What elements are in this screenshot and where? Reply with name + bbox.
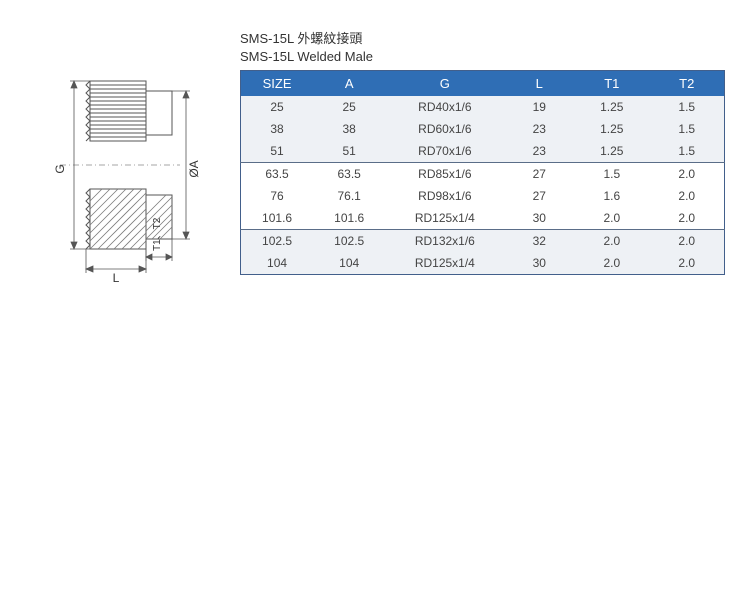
table-cell: 1.25 xyxy=(574,118,649,140)
spec-table-element: SIZE A G L T1 T2 2525RD40x1/6191.251.538… xyxy=(240,70,725,275)
table-cell: RD85x1/6 xyxy=(385,163,504,186)
table-cell: 76.1 xyxy=(313,185,385,207)
table-cell: 51 xyxy=(241,140,314,163)
table-row: 5151RD70x1/6231.251.5 xyxy=(241,140,725,163)
col-header-g: G xyxy=(385,71,504,97)
table-cell: 2.0 xyxy=(650,163,725,186)
title-line-2: SMS-15L Welded Male xyxy=(240,48,373,66)
table-cell: 104 xyxy=(313,252,385,275)
table-cell: 27 xyxy=(504,163,574,186)
table-cell: 63.5 xyxy=(241,163,314,186)
table-cell: RD98x1/6 xyxy=(385,185,504,207)
table-cell: 102.5 xyxy=(241,230,314,253)
table-cell: 23 xyxy=(504,118,574,140)
table-row: 104104RD125x1/4302.02.0 xyxy=(241,252,725,275)
dim-label-t1t2: T1、T2 xyxy=(152,217,163,251)
table-cell: 104 xyxy=(241,252,314,275)
table-cell: 38 xyxy=(313,118,385,140)
table-cell: RD60x1/6 xyxy=(385,118,504,140)
table-row: 3838RD60x1/6231.251.5 xyxy=(241,118,725,140)
table-row: 101.6101.6RD125x1/4302.02.0 xyxy=(241,207,725,230)
table-cell: 25 xyxy=(241,96,314,118)
table-cell: 2.0 xyxy=(574,230,649,253)
table-cell: 1.5 xyxy=(574,163,649,186)
table-cell: 2.0 xyxy=(650,230,725,253)
table-cell: RD125x1/4 xyxy=(385,252,504,275)
title-line-1: SMS-15L 外螺紋接頭 xyxy=(240,30,373,48)
table-row: 7676.1RD98x1/6271.62.0 xyxy=(241,185,725,207)
table-cell: 19 xyxy=(504,96,574,118)
table-cell: 30 xyxy=(504,207,574,230)
table-cell: 1.25 xyxy=(574,140,649,163)
table-cell: 2.0 xyxy=(574,252,649,275)
table-cell: 1.5 xyxy=(650,96,725,118)
col-header-t2: T2 xyxy=(650,71,725,97)
table-cell: 1.6 xyxy=(574,185,649,207)
table-cell: 63.5 xyxy=(313,163,385,186)
table-row: 2525RD40x1/6191.251.5 xyxy=(241,96,725,118)
table-cell: 2.0 xyxy=(650,185,725,207)
table-header-row: SIZE A G L T1 T2 xyxy=(241,71,725,97)
dim-label-oa: ØA xyxy=(187,160,201,177)
table-cell: 23 xyxy=(504,140,574,163)
table-cell: RD125x1/4 xyxy=(385,207,504,230)
table-cell: 32 xyxy=(504,230,574,253)
table-cell: 102.5 xyxy=(313,230,385,253)
table-cell: 1.25 xyxy=(574,96,649,118)
table-cell: 25 xyxy=(313,96,385,118)
table-cell: 51 xyxy=(313,140,385,163)
table-cell: 1.5 xyxy=(650,140,725,163)
table-cell: 38 xyxy=(241,118,314,140)
table-cell: 2.0 xyxy=(650,207,725,230)
engineering-diagram: G ØA L xyxy=(30,75,210,275)
table-cell: RD132x1/6 xyxy=(385,230,504,253)
table-cell: 101.6 xyxy=(241,207,314,230)
table-cell: 2.0 xyxy=(574,207,649,230)
col-header-l: L xyxy=(504,71,574,97)
table-cell: 76 xyxy=(241,185,314,207)
col-header-a: A xyxy=(313,71,385,97)
table-cell: RD40x1/6 xyxy=(385,96,504,118)
table-cell: 27 xyxy=(504,185,574,207)
spec-table: SIZE A G L T1 T2 2525RD40x1/6191.251.538… xyxy=(240,70,725,275)
dim-label-l: L xyxy=(113,271,120,285)
col-header-size: SIZE xyxy=(241,71,314,97)
table-cell: RD70x1/6 xyxy=(385,140,504,163)
dim-label-g: G xyxy=(53,164,67,173)
table-cell: 2.0 xyxy=(650,252,725,275)
table-cell: 30 xyxy=(504,252,574,275)
table-row: 102.5102.5RD132x1/6322.02.0 xyxy=(241,230,725,253)
col-header-t1: T1 xyxy=(574,71,649,97)
table-cell: 101.6 xyxy=(313,207,385,230)
table-row: 63.563.5RD85x1/6271.52.0 xyxy=(241,163,725,186)
table-cell: 1.5 xyxy=(650,118,725,140)
product-title: SMS-15L 外螺紋接頭 SMS-15L Welded Male xyxy=(240,30,373,66)
